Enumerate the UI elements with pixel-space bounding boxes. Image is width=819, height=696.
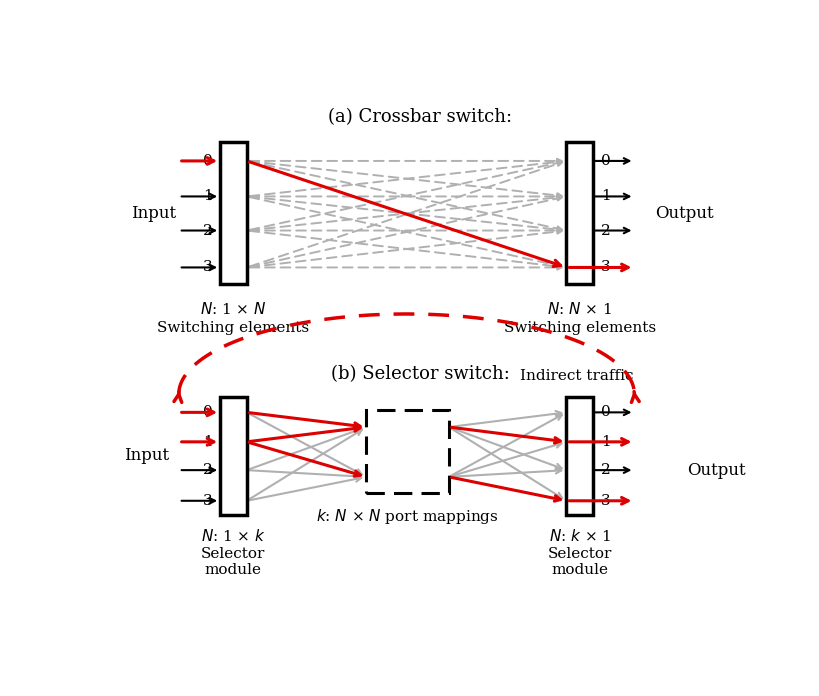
Text: 1: 1	[202, 189, 212, 203]
Text: 2: 2	[600, 463, 609, 477]
Bar	[219, 143, 247, 285]
Text: $N$: 1 × $k$: $N$: 1 × $k$	[201, 528, 265, 544]
Text: 0: 0	[202, 154, 212, 168]
Text: 3: 3	[202, 493, 212, 508]
Text: 2: 2	[202, 463, 212, 477]
Bar	[219, 397, 247, 515]
Text: Output: Output	[654, 205, 713, 222]
Text: Switching elements: Switching elements	[157, 321, 309, 335]
Text: $N$: $N$ × 1: $N$: $N$ × 1	[546, 301, 612, 317]
Text: $N$: $k$ × 1: $N$: $k$ × 1	[548, 528, 610, 544]
Text: module: module	[550, 563, 608, 577]
Text: 3: 3	[202, 260, 212, 274]
Text: Input: Input	[130, 205, 176, 222]
Text: Indirect traffic: Indirect traffic	[519, 369, 632, 383]
Text: Selector: Selector	[547, 547, 611, 561]
Text: module: module	[205, 563, 261, 577]
Text: Switching elements: Switching elements	[503, 321, 655, 335]
Text: 1: 1	[600, 435, 609, 449]
Text: 3: 3	[600, 493, 609, 508]
Text: $N$: 1 × $N$: $N$: 1 × $N$	[200, 301, 266, 317]
Text: 2: 2	[600, 223, 609, 237]
Text: 1: 1	[600, 189, 609, 203]
Text: Output: Output	[686, 461, 744, 479]
Text: 1: 1	[202, 435, 212, 449]
Bar	[566, 143, 592, 285]
Bar	[566, 397, 592, 515]
Text: 0: 0	[202, 405, 212, 420]
Text: 2: 2	[202, 223, 212, 237]
Text: 0: 0	[600, 405, 609, 420]
Text: (b) Selector switch:: (b) Selector switch:	[330, 365, 509, 383]
Text: Input: Input	[124, 448, 170, 464]
Text: 0: 0	[600, 154, 609, 168]
Text: Selector: Selector	[201, 547, 265, 561]
Text: (a) Crossbar switch:: (a) Crossbar switch:	[328, 108, 512, 126]
Bar	[366, 411, 448, 493]
Text: $k$: $N$ × $N$ port mappings: $k$: $N$ × $N$ port mappings	[316, 507, 498, 526]
Text: 3: 3	[600, 260, 609, 274]
